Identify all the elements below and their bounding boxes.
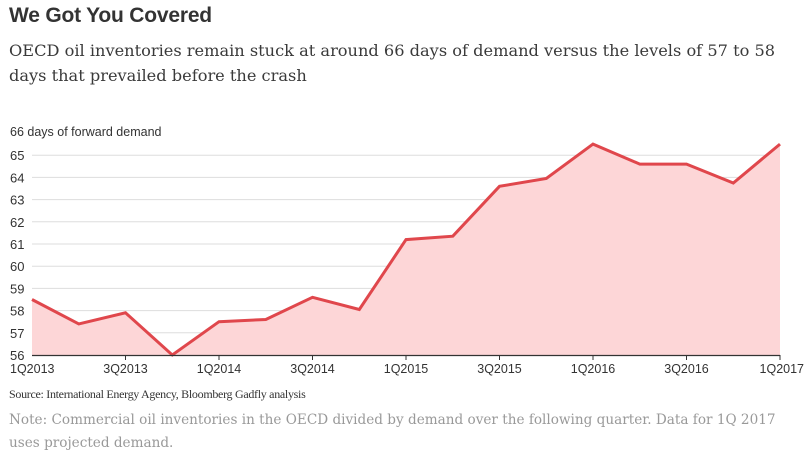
y-tick-label: 57 bbox=[10, 326, 24, 341]
y-tick-label: 59 bbox=[10, 281, 24, 296]
y-axis-labels: 56 57 58 59 60 61 62 63 64 65 bbox=[10, 148, 24, 363]
x-tick-label: 1Q2016 bbox=[571, 362, 616, 376]
area-fill bbox=[32, 144, 780, 355]
x-tick-label: 3Q2013 bbox=[103, 362, 148, 376]
chart-svg: 56 57 58 59 60 61 62 63 64 65 1Q2013 3Q2013 1Q2014 3… bbox=[10, 142, 804, 376]
y-tick-label: 65 bbox=[10, 148, 24, 163]
x-tick-label: 3Q2015 bbox=[477, 362, 522, 376]
y-tick-label: 62 bbox=[10, 215, 24, 230]
y-tick-label: 60 bbox=[10, 259, 24, 274]
y-tick-label: 64 bbox=[10, 170, 24, 185]
x-tick-label: 1Q2013 bbox=[10, 362, 55, 376]
chart-subtitle: OECD oil inventories remain stuck at aro… bbox=[9, 41, 776, 85]
y-axis-unit-label: 66 days of forward demand bbox=[10, 125, 162, 139]
note-text: Note: Commercial oil inventories in the … bbox=[9, 412, 776, 451]
y-tick-label: 63 bbox=[10, 193, 24, 208]
y-tick-label: 61 bbox=[10, 237, 24, 252]
x-axis-labels: 1Q2013 3Q2013 1Q2014 3Q2014 1Q2015 3Q2015 1Q20… bbox=[10, 362, 804, 376]
chart-title: We Got You Covered bbox=[9, 4, 212, 27]
x-tick-label: 3Q2016 bbox=[664, 362, 709, 376]
x-axis-ticks bbox=[125, 355, 781, 360]
x-tick-label: 1Q2015 bbox=[384, 362, 429, 376]
x-tick-label: 1Q2014 bbox=[197, 362, 242, 376]
x-tick-label: 3Q2014 bbox=[290, 362, 335, 376]
y-tick-label: 58 bbox=[10, 304, 24, 319]
source-text: Source: International Energy Agency, Blo… bbox=[9, 387, 306, 401]
y-tick-label: 56 bbox=[10, 348, 24, 363]
x-tick-label: 1Q2017 bbox=[760, 362, 805, 376]
